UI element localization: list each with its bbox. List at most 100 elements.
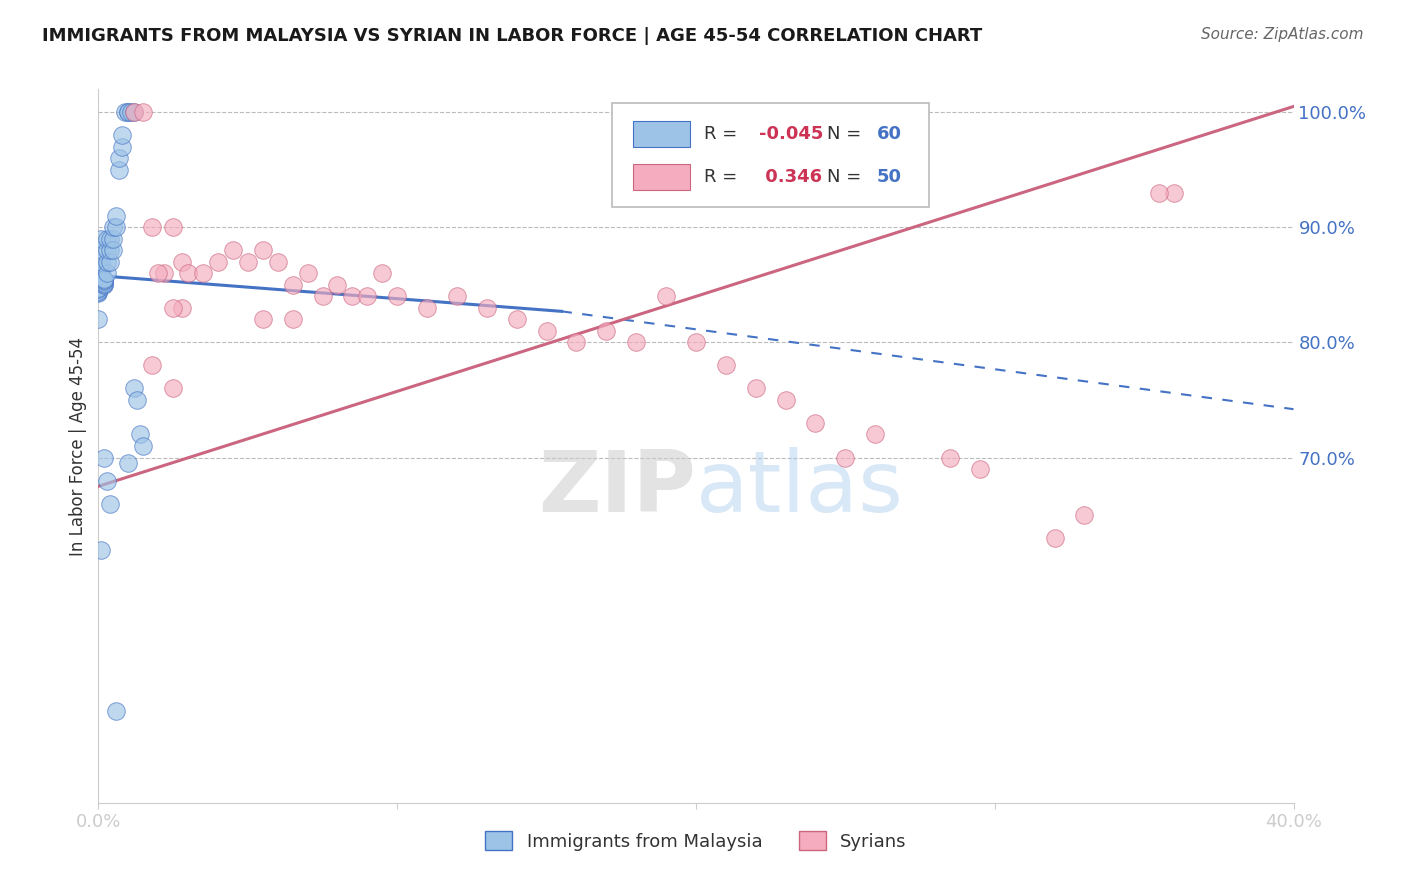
Point bbox=[177, 266, 200, 280]
Point bbox=[1073, 508, 1095, 522]
Point bbox=[93, 277, 115, 292]
Point bbox=[93, 273, 115, 287]
Point bbox=[342, 289, 364, 303]
Point bbox=[775, 392, 797, 407]
Point bbox=[103, 244, 125, 258]
FancyBboxPatch shape bbox=[613, 103, 929, 207]
Point bbox=[236, 255, 259, 269]
Point bbox=[595, 324, 617, 338]
Text: -0.045: -0.045 bbox=[759, 125, 824, 143]
Point bbox=[87, 281, 110, 295]
Point bbox=[416, 301, 439, 315]
Text: N =: N = bbox=[827, 125, 868, 143]
Point bbox=[105, 704, 128, 718]
Point bbox=[96, 255, 118, 269]
Point bbox=[804, 416, 827, 430]
Point bbox=[93, 276, 115, 290]
Text: 0.346: 0.346 bbox=[759, 168, 823, 186]
Point bbox=[90, 266, 112, 280]
Point bbox=[565, 335, 588, 350]
Point bbox=[87, 273, 110, 287]
Text: Source: ZipAtlas.com: Source: ZipAtlas.com bbox=[1201, 27, 1364, 42]
Point bbox=[446, 289, 468, 303]
Point bbox=[93, 450, 115, 465]
Point bbox=[98, 232, 122, 246]
Point bbox=[90, 265, 112, 279]
Point bbox=[141, 359, 163, 373]
Text: IMMIGRANTS FROM MALAYSIA VS SYRIAN IN LABOR FORCE | AGE 45-54 CORRELATION CHART: IMMIGRANTS FROM MALAYSIA VS SYRIAN IN LA… bbox=[42, 27, 983, 45]
Point bbox=[120, 105, 142, 120]
Point bbox=[105, 209, 128, 223]
Point bbox=[148, 266, 170, 280]
Point bbox=[96, 232, 118, 246]
Point bbox=[87, 276, 110, 290]
Point bbox=[172, 301, 194, 315]
Point bbox=[87, 312, 110, 326]
Text: R =: R = bbox=[704, 168, 744, 186]
Point bbox=[87, 277, 110, 291]
Point bbox=[356, 289, 378, 303]
Point bbox=[834, 450, 856, 465]
Point bbox=[87, 277, 110, 292]
Point bbox=[90, 261, 112, 276]
Point bbox=[506, 312, 529, 326]
Text: 60: 60 bbox=[876, 125, 901, 143]
Point bbox=[124, 105, 146, 120]
Point bbox=[252, 312, 274, 326]
Point bbox=[129, 427, 152, 442]
Text: ZIP: ZIP bbox=[538, 447, 696, 531]
Point bbox=[87, 283, 110, 297]
Y-axis label: In Labor Force | Age 45-54: In Labor Force | Age 45-54 bbox=[69, 336, 87, 556]
Point bbox=[127, 392, 149, 407]
Point bbox=[162, 381, 184, 395]
Point bbox=[93, 274, 115, 288]
Point bbox=[153, 266, 176, 280]
Point bbox=[96, 244, 118, 258]
Point bbox=[1043, 531, 1066, 545]
Point bbox=[685, 335, 707, 350]
Legend: Immigrants from Malaysia, Syrians: Immigrants from Malaysia, Syrians bbox=[478, 824, 914, 858]
Point bbox=[172, 255, 194, 269]
Point bbox=[267, 255, 290, 269]
Point bbox=[162, 220, 184, 235]
Point bbox=[108, 151, 131, 165]
Point bbox=[132, 105, 155, 120]
Point bbox=[281, 312, 304, 326]
Point bbox=[90, 542, 112, 557]
Point bbox=[745, 381, 768, 395]
Point bbox=[87, 271, 110, 285]
Text: 50: 50 bbox=[876, 168, 901, 186]
Point bbox=[108, 162, 131, 177]
Point bbox=[87, 284, 110, 298]
Point bbox=[111, 128, 134, 143]
Point bbox=[939, 450, 962, 465]
Point bbox=[865, 427, 887, 442]
Text: N =: N = bbox=[827, 168, 868, 186]
Point bbox=[87, 274, 110, 288]
Text: atlas: atlas bbox=[696, 447, 904, 531]
Bar bbox=[633, 121, 690, 147]
Point bbox=[124, 105, 146, 120]
Point bbox=[90, 255, 112, 269]
Point bbox=[132, 439, 155, 453]
Point bbox=[98, 497, 122, 511]
Point bbox=[93, 272, 115, 286]
Point bbox=[191, 266, 214, 280]
Point bbox=[969, 462, 991, 476]
Point bbox=[222, 244, 245, 258]
Point bbox=[90, 232, 112, 246]
Point bbox=[207, 255, 229, 269]
Point bbox=[1163, 186, 1185, 200]
Point bbox=[297, 266, 319, 280]
Point bbox=[87, 272, 110, 286]
Point bbox=[281, 277, 304, 292]
Point bbox=[626, 335, 648, 350]
Point bbox=[655, 289, 678, 303]
Bar bbox=[633, 164, 690, 190]
Point bbox=[96, 474, 118, 488]
Point bbox=[252, 244, 274, 258]
Text: R =: R = bbox=[704, 125, 744, 143]
Point bbox=[90, 264, 112, 278]
Point bbox=[98, 244, 122, 258]
Point bbox=[93, 277, 115, 291]
